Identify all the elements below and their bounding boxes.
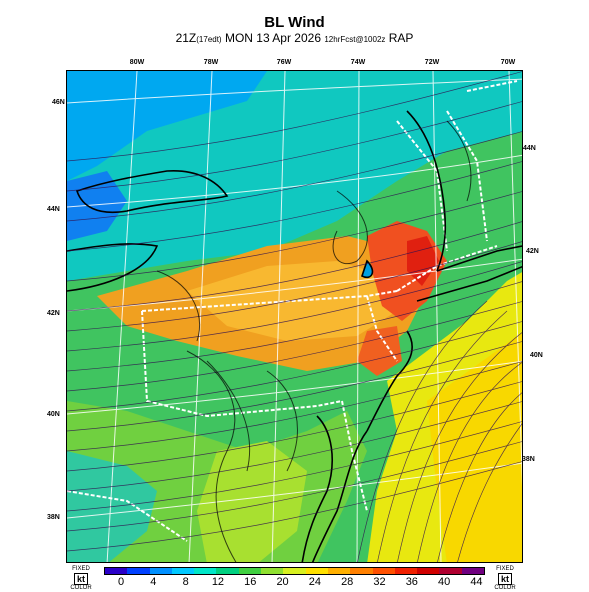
wind-zone-red-nj (357, 326, 402, 376)
lat-label-right-44n: 44N (523, 145, 536, 152)
legend-colorbar (104, 567, 485, 575)
legend-fixed-label-left: FIXED (72, 566, 90, 572)
state-boundaries (67, 80, 518, 542)
time-note: (17edt) (196, 35, 222, 44)
legend-fixed-label-right: FIXED (496, 566, 514, 572)
legend-color-swatch (127, 568, 150, 574)
legend-tick-label: 28 (341, 576, 354, 588)
lat-label-left-42n: 42N (47, 310, 60, 317)
legend-color-swatch (171, 568, 195, 574)
legend-tick-label: 4 (150, 576, 157, 588)
lat-label-right-42n: 42N (526, 248, 539, 255)
lat-label-left-46n: 46N (52, 99, 65, 106)
legend-color-swatch (461, 568, 485, 574)
legend-color-swatch (327, 568, 351, 574)
wind-zone-cyan-north (67, 71, 522, 281)
legend-color-swatch (283, 568, 306, 574)
legend-unit-right: FIXED kt COLOR (490, 566, 520, 592)
legend-color-swatch (417, 568, 440, 574)
legend-color-swatch (439, 568, 462, 574)
legend-color-swatch (372, 568, 395, 574)
legend-tick-label: 36 (405, 576, 418, 588)
lat-label-left-38n: 38N (47, 514, 60, 521)
legend-unit-label-left: kt (73, 573, 88, 585)
legend-color-swatch (105, 568, 128, 574)
wind-zone-blue-northwest (67, 71, 267, 181)
legend-color-swatch (261, 568, 284, 574)
lon-label-74w: 74W (350, 59, 366, 66)
legend-color-label-right: COLOR (494, 585, 516, 591)
legend-tick-label: 8 (182, 576, 189, 588)
lon-label-72w: 72W (424, 59, 440, 66)
lat-label-left-44n: 44N (47, 206, 60, 213)
lon-label-78w: 78W (203, 59, 219, 66)
legend-tick-label: 20 (276, 576, 289, 588)
lat-label-right-40n: 40N (530, 352, 543, 359)
legend-color-swatch (149, 568, 172, 574)
lon-label-76w: 76W (276, 59, 292, 66)
wind-map-svg (67, 71, 522, 562)
legend-unit-left: FIXED kt COLOR (66, 566, 96, 592)
lon-label-80w: 80W (129, 59, 145, 66)
legend-color-swatch (238, 568, 262, 574)
model-name: RAP (388, 31, 414, 45)
legend-color-swatch (350, 568, 373, 574)
legend-tick-label: 32 (373, 576, 386, 588)
valid-time: 21Z (175, 31, 197, 45)
legend-tick-label: 16 (244, 576, 257, 588)
lat-label-right-38n: 38N (522, 456, 535, 463)
legend-tick-label: 24 (308, 576, 321, 588)
terrain-contours (156, 120, 472, 562)
lat-label-left-40n: 40N (47, 411, 60, 418)
wind-streamlines (67, 71, 522, 562)
legend-unit-label-right: kt (497, 573, 512, 585)
legend-color-swatch (194, 568, 217, 574)
chart-title: BL Wind (264, 14, 325, 31)
coastlines (67, 110, 522, 562)
wind-zone-gold-ocean (427, 332, 522, 562)
wind-zone-blue-west (67, 171, 127, 241)
forecast-note: 12hrFcst@1002z (324, 35, 386, 44)
wind-map (66, 70, 523, 563)
legend-color-label-left: COLOR (70, 585, 92, 591)
legend-color-swatch (394, 568, 418, 574)
legend-color-swatch (305, 568, 328, 574)
forecast-date: MON 13 Apr 2026 (224, 31, 322, 45)
legend-color-swatch (216, 568, 239, 574)
legend-tick-label: 40 (438, 576, 451, 588)
legend-tick-label: 44 (470, 576, 483, 588)
legend-tick-label: 12 (211, 576, 225, 588)
legend-tick-label: 0 (117, 576, 125, 588)
lon-label-70w: 70W (500, 59, 516, 66)
chart-subtitle: 21Z(17edt) MON 13 Apr 2026 12hrFcst@1002… (0, 31, 589, 45)
